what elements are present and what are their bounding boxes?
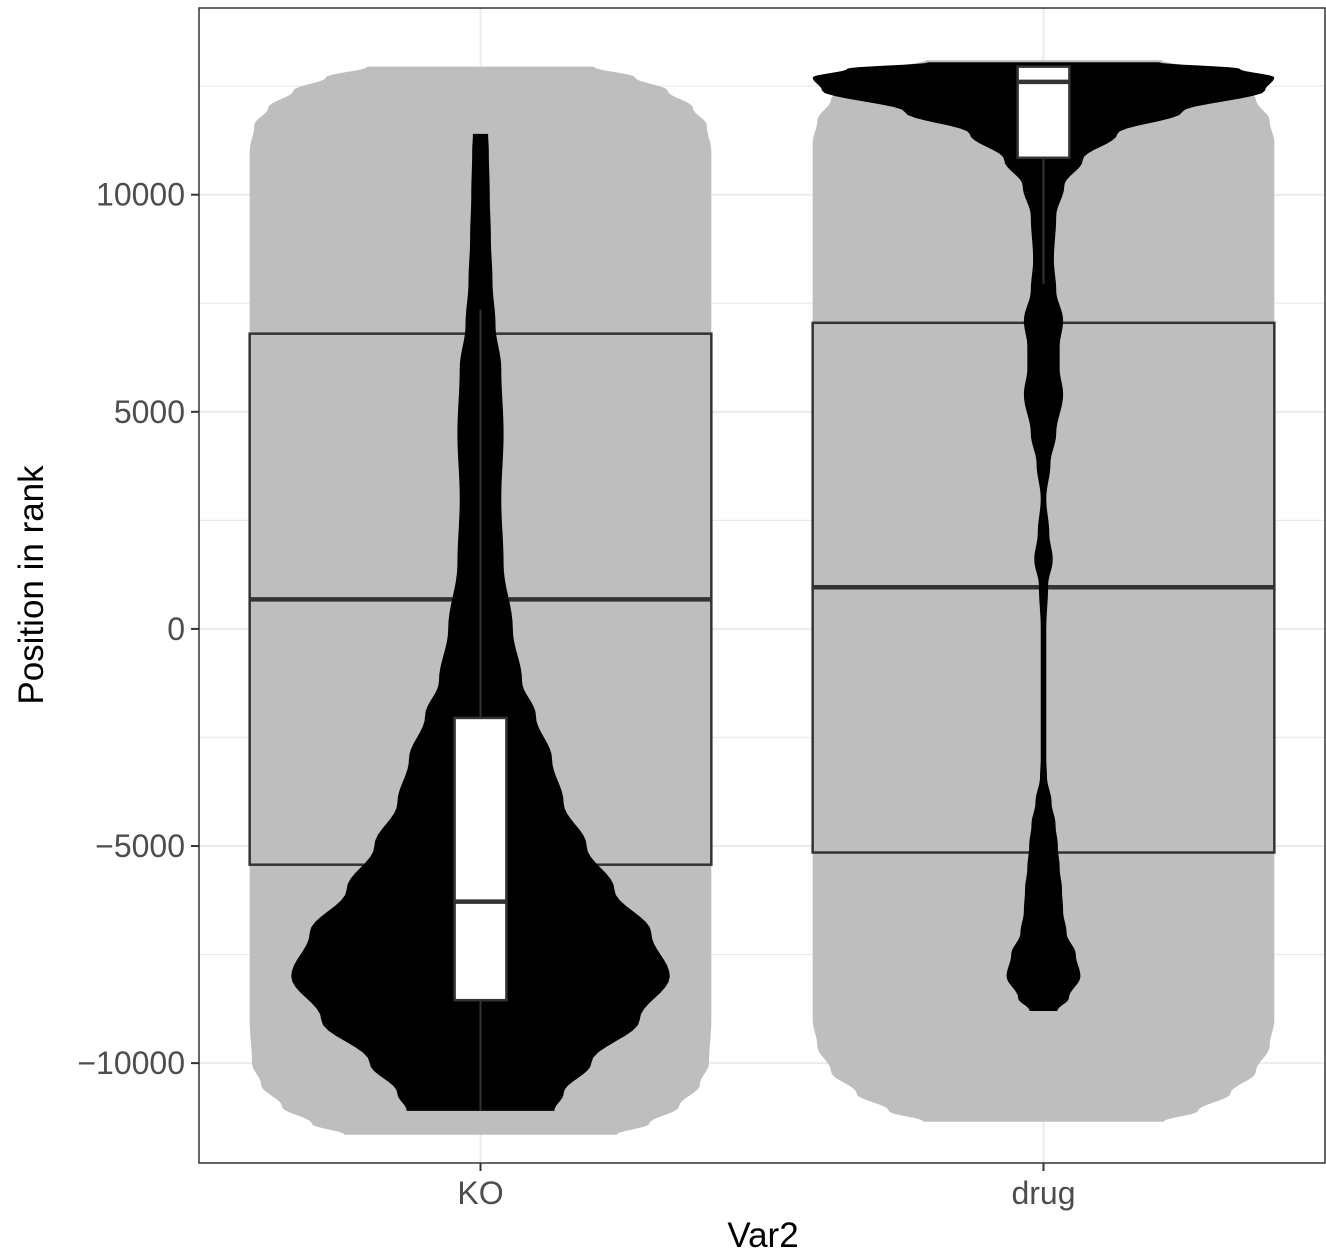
x-axis-title: Var2: [727, 1216, 798, 1255]
y-tick-label: 5000: [114, 394, 185, 430]
foreground-violin-drug: [812, 62, 1275, 1012]
y-axis-title: Position in rank: [12, 465, 51, 705]
panel-border: [198, 7, 1326, 1164]
y-tick-label: 0: [167, 611, 185, 647]
y-tick-label: −10000: [77, 1045, 185, 1081]
x-tick-label: drug: [1011, 1175, 1075, 1211]
foreground-violin-layer: [291, 62, 1275, 1111]
x-tick-label: KO: [457, 1175, 503, 1211]
foreground-box-ko: [453, 716, 508, 1002]
axis-layer: −10000 −5000 0 5000 10000 KO drug: [77, 177, 1075, 1211]
y-tick-label: 10000: [96, 177, 185, 213]
y-tick-label: −5000: [95, 828, 185, 864]
